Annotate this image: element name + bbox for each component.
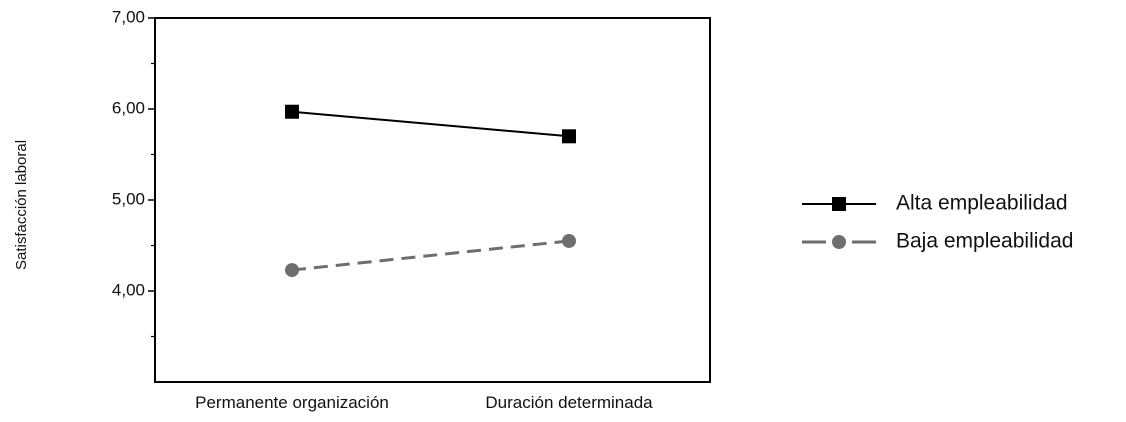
series xyxy=(285,104,576,144)
data-point xyxy=(285,104,299,119)
y-tick-label: 5,00 xyxy=(112,189,145,208)
series-group xyxy=(285,104,576,278)
legend-marker xyxy=(832,235,846,249)
data-point xyxy=(562,129,576,144)
x-category-label: Duración determinada xyxy=(485,393,653,412)
y-tick-label: 7,00 xyxy=(112,7,145,26)
legend-item: Alta empleabilidad xyxy=(802,192,1068,215)
y-axis-label: Satisfacción laboral xyxy=(13,140,30,270)
x-category-label: Permanente organización xyxy=(195,393,389,412)
y-tick-label: 6,00 xyxy=(112,98,145,117)
legend-label: Alta empleabilidad xyxy=(896,192,1068,215)
data-point xyxy=(285,263,299,278)
series-line xyxy=(291,239,570,272)
series xyxy=(285,233,576,278)
legend-item: Baja empleabilidad xyxy=(802,230,1073,253)
data-point xyxy=(562,233,576,248)
legend-marker xyxy=(832,197,846,211)
y-tick-label: 4,00 xyxy=(112,280,145,299)
series-line xyxy=(291,110,570,138)
axes: 7,00 6,00 5,00 4,00 Permanente organización D… xyxy=(112,7,711,412)
plot-frame xyxy=(154,17,711,383)
legend-label: Baja empleabilidad xyxy=(896,230,1073,253)
legend: Alta empleabilidad Baja empleabilidad xyxy=(802,192,1073,253)
